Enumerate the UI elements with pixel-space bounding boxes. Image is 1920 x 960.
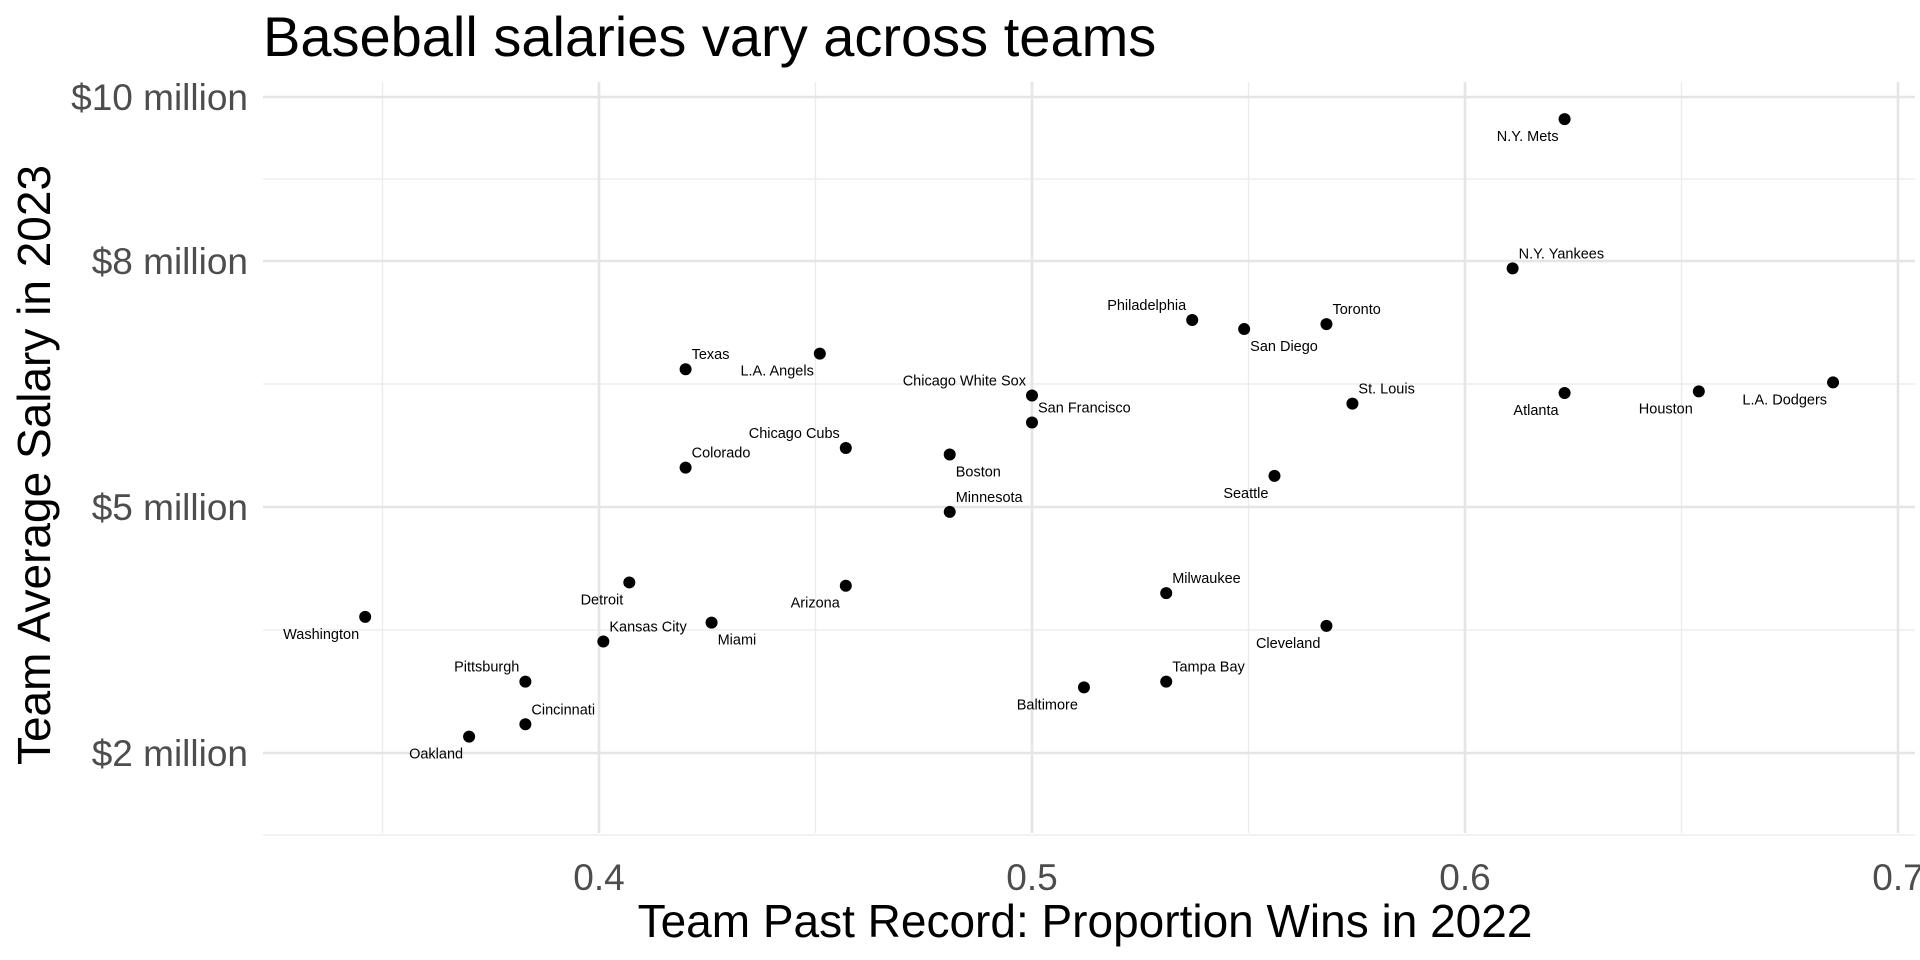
point-label: St. Louis [1358, 382, 1414, 398]
data-point [1268, 469, 1281, 482]
data-point [1320, 318, 1333, 331]
data-point [1320, 619, 1333, 632]
data-point [943, 448, 956, 461]
point-label: N.Y. Mets [1497, 129, 1559, 145]
y-tick-label: $5 million [92, 487, 248, 528]
y-axis-ticks: $2 million $5 million $8 million $10 millio… [71, 77, 248, 774]
x-tick-label: 0.4 [573, 857, 624, 898]
data-point [597, 635, 610, 648]
point-label: Pittsburgh [454, 660, 519, 676]
data-point [679, 363, 692, 376]
point-label: Kansas City [609, 619, 687, 635]
point-label: Chicago Cubs [749, 426, 840, 442]
point-label: Toronto [1332, 302, 1380, 318]
data-point [1558, 387, 1571, 400]
data-point [1026, 416, 1038, 429]
x-axis-title: Team Past Record: Proportion Wins in 202… [638, 895, 1533, 947]
data-point [1692, 385, 1705, 398]
point-label: Seattle [1223, 486, 1268, 502]
x-tick-label: 0.5 [1006, 857, 1057, 898]
data-point [839, 441, 852, 454]
data-point [463, 730, 476, 743]
data-point [839, 579, 852, 592]
point-label: L.A. Angels [740, 364, 813, 380]
data-point [1186, 314, 1199, 327]
point-label: Boston [956, 465, 1001, 481]
point-label: Minnesota [956, 490, 1024, 506]
point-label: N.Y. Yankees [1519, 246, 1604, 262]
y-axis-title: Team Average Salary in 2023 [8, 165, 60, 765]
point-label: L.A. Dodgers [1742, 392, 1827, 408]
data-point [679, 461, 692, 474]
data-point [519, 718, 532, 731]
data-point [813, 347, 826, 360]
point-labels: N.Y. Mets N.Y. Yankees Philadelphia San Die… [283, 129, 1827, 762]
point-label: San Diego [1250, 339, 1318, 355]
data-point [519, 675, 532, 688]
point-label: Atlanta [1513, 403, 1559, 419]
x-axis-ticks: 0.4 0.5 0.6 0.7 [573, 857, 1920, 898]
point-label: Washington [283, 627, 359, 643]
data-point [1077, 681, 1090, 694]
data-point [1558, 113, 1571, 126]
major-gridlines [263, 82, 1915, 833]
point-label: Miami [718, 633, 757, 649]
point-label: Houston [1639, 401, 1693, 417]
data-point [359, 610, 372, 623]
point-label: Baltimore [1017, 697, 1078, 713]
point-label: Texas [692, 347, 730, 363]
data-point [1827, 376, 1840, 389]
data-point [1346, 397, 1359, 410]
data-point [1160, 675, 1173, 688]
data-point [943, 505, 956, 518]
point-label: Chicago White Sox [903, 373, 1027, 389]
y-tick-label: $10 million [71, 77, 248, 118]
y-tick-label: $2 million [92, 733, 248, 774]
x-tick-label: 0.7 [1872, 857, 1920, 898]
x-tick-label: 0.6 [1439, 857, 1490, 898]
point-label: Cincinnati [531, 702, 595, 718]
data-point [1238, 323, 1251, 336]
data-point [705, 616, 718, 629]
minor-gridlines [263, 82, 1915, 836]
point-label: Cleveland [1256, 636, 1321, 652]
point-label: Arizona [791, 596, 841, 612]
chart-title: Baseball salaries vary across teams [263, 5, 1157, 68]
data-point [1506, 262, 1519, 275]
point-label: Detroit [581, 592, 624, 608]
point-label: San Francisco [1038, 401, 1131, 417]
y-tick-label: $8 million [92, 241, 248, 282]
data-point [623, 576, 636, 589]
data-point [1026, 389, 1038, 402]
data-point [1160, 587, 1173, 600]
point-label: Tampa Bay [1172, 660, 1245, 676]
point-label: Philadelphia [1107, 298, 1187, 314]
point-label: Oakland [409, 747, 463, 763]
point-label: Colorado [692, 446, 751, 462]
data-points [359, 113, 1840, 743]
point-label: Milwaukee [1172, 571, 1241, 587]
